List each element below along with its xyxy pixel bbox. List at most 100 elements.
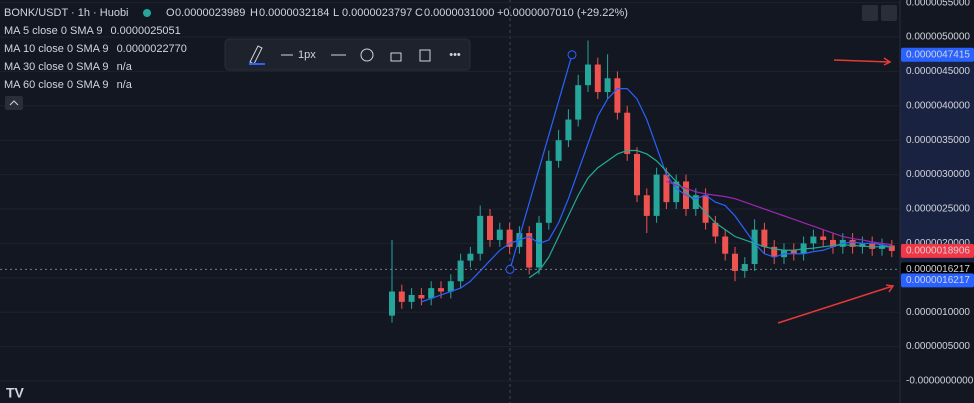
candle-body [790, 250, 797, 254]
annotation-arrowhead [883, 57, 892, 66]
trend-anchor [567, 50, 577, 60]
price-label: 0.0000016217 [906, 275, 970, 286]
ma-legend-value: n/a [117, 61, 133, 73]
y-tick-label: 0.0000005000 [906, 341, 970, 352]
candle-body [634, 153, 640, 196]
candle-body [428, 288, 435, 299]
candle-body [457, 260, 464, 282]
candle-body [722, 236, 729, 254]
logo: TV [6, 385, 25, 401]
candle-body [732, 253, 738, 271]
candle-body [810, 236, 817, 244]
candle-body [585, 64, 591, 86]
delete-icon[interactable] [419, 49, 431, 62]
ohlc-label: C [415, 7, 423, 19]
grid: 0.0000055000 0.0000050000 0.0000045000 0.00… [0, 0, 974, 387]
collapse-button[interactable] [5, 96, 23, 110]
ma-legend-name: MA 10 close 0 SMA 9 [4, 43, 109, 55]
candle-body [467, 253, 474, 261]
y-tick-label: 0.0000055000 [906, 0, 970, 8]
y-tick-label: 0.0000010000 [906, 307, 970, 318]
ohlc-label: H [250, 7, 258, 19]
candle-body [389, 291, 395, 316]
annotation-arrowhead [885, 284, 895, 293]
y-tick-label: 0.0000020000 [906, 238, 970, 249]
candle-body [565, 119, 572, 141]
y-tick-label: 0.0000045000 [906, 66, 970, 77]
line-width[interactable]: 1px [298, 49, 316, 61]
price-range-highlight [900, 57, 974, 281]
collapse-icon [9, 100, 19, 106]
candle-body [487, 215, 493, 240]
scroll-button[interactable] [862, 5, 878, 21]
hud: O 0.0000023989 H 0.0000032184 L 0.0000023797 C… [4, 7, 974, 288]
candle-body [438, 288, 444, 292]
candle-body [506, 229, 513, 247]
trend-line [509, 54, 573, 270]
y-tick-label: 0.0000030000 [906, 169, 970, 180]
annotation-arrow [833, 59, 891, 63]
candle-body [604, 78, 611, 93]
more-icon[interactable]: ••• [449, 49, 461, 61]
ma-legend-name: MA 30 close 0 SMA 9 [4, 61, 109, 73]
toolbar: 1px ••• [224, 38, 471, 71]
ma-line [421, 88, 892, 303]
ohlc-label: L [333, 7, 339, 19]
price-label-bg [901, 262, 974, 277]
candle-body [536, 222, 542, 268]
candle-body [398, 291, 405, 302]
price-label: 0.0000047415 [906, 49, 970, 60]
candle-body [447, 281, 454, 292]
candle-body [741, 264, 748, 271]
candle-body [545, 160, 552, 223]
price-label: 0.0000016217 [906, 264, 970, 275]
candle-body [761, 229, 768, 247]
plot [0, 40, 900, 323]
candle-body [712, 222, 719, 237]
annotation-arrow [777, 285, 894, 324]
candle-body [496, 229, 503, 240]
y-tick-label: 0.0000025000 [906, 204, 970, 215]
candle-body [575, 85, 582, 120]
lock-icon[interactable] [390, 52, 402, 62]
reset-button[interactable] [881, 5, 897, 21]
change-value: +0.0000007010 (+29.22%) [497, 7, 628, 19]
ma-legend-value: 0.0000022770 [117, 43, 187, 55]
candle-body [869, 243, 876, 249]
ma-legend-value: n/a [117, 79, 133, 91]
ohlc-value: 0.0000023797 [342, 7, 412, 19]
y-tick-label: 0.0000040000 [906, 100, 970, 111]
candle-body [614, 78, 621, 113]
candle-body [418, 294, 425, 299]
ma-legend-name: MA 60 close 0 SMA 9 [4, 79, 109, 91]
candle-body [594, 64, 601, 93]
status-dot [143, 9, 151, 17]
candle-body [702, 195, 709, 223]
price-label-bg [901, 47, 974, 62]
candle-body [477, 215, 484, 254]
ohlc-label: O [166, 7, 175, 19]
ma-line [666, 180, 892, 246]
settings-icon[interactable] [360, 48, 374, 62]
y-tick-label: -0.0000000000 [906, 376, 974, 387]
ma-legend-value: 0.0000025051 [110, 25, 180, 37]
price-label-bg [901, 243, 974, 258]
price-label-bg [901, 273, 974, 288]
candle-body [624, 112, 631, 154]
candle-body [653, 174, 660, 216]
ohlc-value: 0.0000031000 [424, 7, 494, 19]
candle-body [643, 195, 650, 216]
price-label: 0.0000018906 [906, 246, 970, 257]
candle-body [408, 294, 415, 302]
y-tick-label: 0.0000050000 [906, 32, 970, 43]
toolbar-bg [224, 38, 471, 71]
ohlc-value: 0.0000032184 [259, 7, 329, 19]
symbol-title: BONK/USDT · 1h · Huobi [4, 7, 129, 19]
candle-body [751, 229, 758, 265]
candle-body [859, 243, 866, 247]
trend-anchor [505, 264, 515, 274]
ohlc-value: 0.0000023989 [175, 7, 245, 19]
candle-body [888, 245, 895, 251]
